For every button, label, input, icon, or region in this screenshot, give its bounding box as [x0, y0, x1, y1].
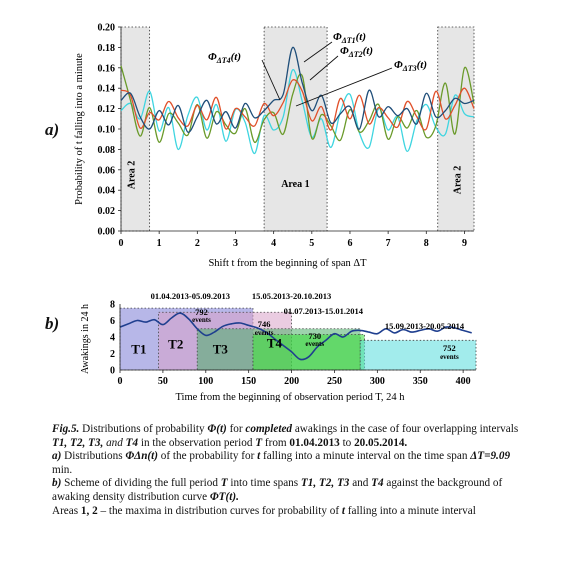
- y-tick-label: 0.14: [98, 84, 116, 95]
- span-date-label-1: 01.04.2013-05.09.2013: [151, 292, 230, 301]
- y-tick-label: 0.02: [98, 206, 116, 217]
- y-tick-label-b: 4: [110, 333, 115, 344]
- panel-b-label: b): [45, 314, 60, 333]
- y-tick-label: 0.12: [98, 104, 116, 115]
- y-tick-label: 0.10: [98, 125, 116, 136]
- shaded-area-2: [263, 26, 328, 232]
- shaded-area-1: [120, 26, 151, 232]
- y-tick-label: 0.06: [98, 165, 116, 176]
- y-tick-label-b: 0: [110, 366, 115, 377]
- x-tick-label-b: 250: [327, 376, 342, 387]
- area-label-left: Area 2: [126, 161, 137, 189]
- y-tick-label: 0.04: [98, 186, 116, 197]
- chart-a: 0.00 0.02 0.04 0.06 0.08 0.10 0.12 0.14 0.16 0.18…: [74, 23, 475, 269]
- span-events-count-3: 730: [308, 331, 321, 341]
- x-tick-label: 9: [462, 238, 467, 249]
- span-events-label-4: events: [440, 353, 459, 361]
- span-events-count-4: 752: [443, 343, 456, 353]
- x-tick-label: 2: [195, 238, 200, 249]
- annotation-phi-t4: ΦΔT4(t): [208, 51, 241, 65]
- x-tick-label: 0: [119, 238, 124, 249]
- density-curve: [119, 312, 472, 361]
- chart-b: 0 2 4 6 8 0 50 100 150 200 250 300 350 400 Awakings in…: [80, 292, 477, 402]
- caption-areas: Areas 1, 2 – the maxima in distribution …: [52, 504, 476, 517]
- y-tick-label: 0.16: [98, 63, 116, 74]
- panel-a-label: a): [45, 120, 60, 139]
- y-axis-label-b: Awakings in 24 h: [80, 304, 91, 374]
- caption-a: a) Distributions ΦΔn(t) of the probabili…: [52, 450, 511, 476]
- x-tick-label: 4: [271, 238, 276, 249]
- annotation-phi-t3: ΦΔT3(t): [394, 59, 427, 73]
- x-axis-label: Shift t from the beginning of span ΔT: [208, 258, 367, 269]
- x-tick-label-b: 300: [370, 376, 385, 387]
- span-events-count-1: 792: [195, 307, 208, 317]
- x-tick-label-b: 150: [241, 376, 256, 387]
- y-axis-label: Probability of t falling into a minute: [74, 53, 85, 205]
- span-date-label-2: 15.05.2013-20.10.2013: [252, 292, 331, 301]
- annotation-phi-t1: ΦΔT1(t): [333, 31, 366, 45]
- series-line-2: [120, 79, 475, 131]
- area-label-right: Area 2: [453, 166, 464, 194]
- annotation-phi-t2: ΦΔT2(t): [340, 45, 373, 59]
- y-tick-label: 0.20: [98, 23, 116, 34]
- span-name-t1: T1: [131, 342, 146, 357]
- x-tick-label: 5: [309, 238, 314, 249]
- x-tick-label-b: 350: [413, 376, 428, 387]
- x-axis-label-b: Time from the beginning of observation p…: [175, 392, 405, 402]
- span-rect-4: [252, 334, 365, 371]
- span-date-label-3: 01.07.2013-15.01.2014: [284, 306, 364, 316]
- x-tick-label: 7: [386, 238, 391, 249]
- x-tick-label-b: 0: [118, 376, 123, 387]
- span-events-label-2: events: [255, 329, 274, 337]
- series-line-3: [120, 65, 475, 143]
- span-events-label-3: events: [305, 340, 324, 348]
- area-label-middle: Area 1: [281, 179, 309, 190]
- span-name-t2: T2: [168, 337, 183, 352]
- y-tick-label: 0.08: [98, 145, 116, 156]
- span-name-t4: T4: [267, 336, 283, 351]
- caption-b: b) Scheme of dividing the full period T …: [52, 477, 503, 503]
- x-tick-label-b: 100: [198, 376, 213, 387]
- y-tick-label-b: 8: [110, 300, 115, 311]
- x-tick-label: 3: [233, 238, 238, 249]
- span-events-label-1: events: [192, 316, 211, 324]
- x-tick-label: 1: [157, 238, 162, 249]
- y-tick-label: 0.18: [98, 43, 116, 54]
- x-tick-label-b: 400: [456, 376, 471, 387]
- span-name-t3: T3: [213, 342, 229, 357]
- x-tick-label: 6: [347, 238, 352, 249]
- annotation-arrow-2: [309, 55, 339, 81]
- y-tick-label: 0.00: [98, 227, 116, 238]
- y-tick-label-b: 2: [110, 349, 115, 360]
- annotation-arrow-1: [303, 41, 333, 63]
- x-tick-label-b: 50: [158, 376, 168, 387]
- x-tick-label-b: 200: [284, 376, 299, 387]
- annotation-arrow-4: [261, 59, 281, 101]
- caption-main: Fig.5. Distributions of probability Φ(t)…: [52, 423, 519, 449]
- series-line-1: [120, 46, 475, 133]
- span-events-count-2: 746: [258, 319, 271, 329]
- annotation-arrow-3: [295, 67, 393, 107]
- figure-caption: Fig.5. Distributions of probability Φ(t)…: [52, 423, 522, 518]
- span-rect-5: [359, 339, 477, 371]
- y-tick-label-b: 6: [110, 316, 115, 327]
- x-tick-label: 8: [424, 238, 429, 249]
- span-date-label-4: 15.09.2013-20.05.2014: [385, 321, 465, 331]
